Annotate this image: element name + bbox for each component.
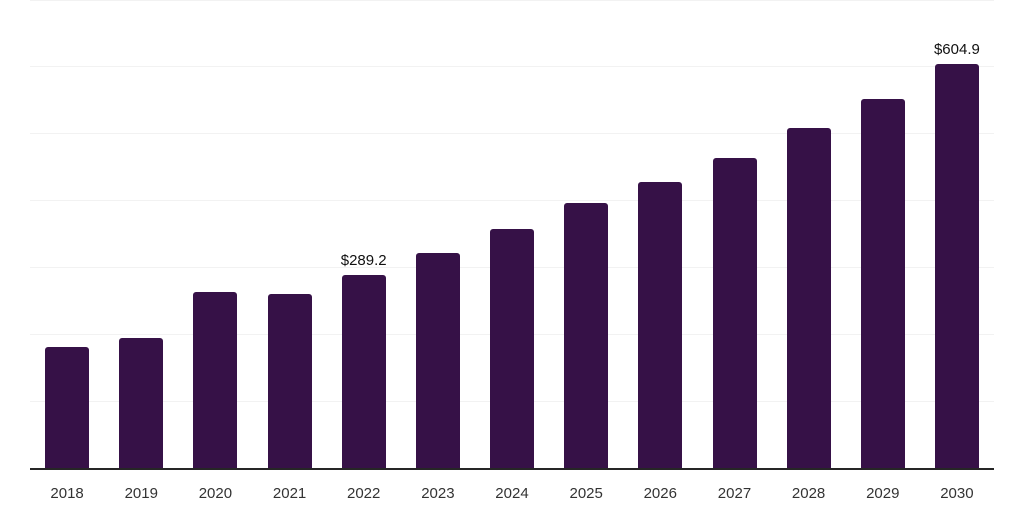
gridline-700 (30, 0, 994, 1)
bar-2019[interactable] (119, 338, 164, 468)
data-label-2030: $604.9 (933, 40, 980, 58)
bar-2026[interactable] (638, 181, 683, 468)
gridline-600 (30, 66, 994, 68)
bar-2018[interactable] (45, 347, 90, 468)
bar-2025[interactable] (564, 203, 609, 468)
x-tick-2020: 2020 (198, 485, 233, 502)
gridline-500 (30, 133, 994, 135)
bar-2027[interactable] (712, 157, 757, 468)
bar-2023[interactable] (415, 252, 460, 468)
x-tick-2029: 2029 (866, 485, 900, 502)
bar-2021[interactable] (267, 293, 312, 468)
x-tick-2022: 2022 (347, 485, 381, 502)
x-tick-2023: 2023 (421, 485, 455, 502)
bar-2020[interactable] (193, 292, 238, 468)
x-tick-2030: 2030 (940, 485, 974, 502)
x-tick-2025: 2025 (569, 485, 603, 502)
gridline-400 (30, 200, 994, 202)
x-tick-2028: 2028 (791, 485, 826, 502)
bar-2029[interactable] (860, 98, 905, 468)
plot-area: $289.2 $604.9 (30, 0, 994, 470)
x-tick-2019: 2019 (124, 485, 158, 502)
bar-2022[interactable] (341, 274, 386, 468)
x-tick-2027: 2027 (717, 485, 752, 502)
bar-2030[interactable] (934, 63, 979, 468)
x-tick-2018: 2018 (50, 485, 84, 502)
bar-2028[interactable] (786, 128, 831, 468)
x-tick-2021: 2021 (272, 485, 307, 502)
x-tick-2026: 2026 (643, 485, 677, 502)
x-tick-2024: 2024 (495, 485, 529, 502)
bar-2024[interactable] (490, 229, 534, 468)
data-label-2022: $289.2 (340, 251, 387, 269)
